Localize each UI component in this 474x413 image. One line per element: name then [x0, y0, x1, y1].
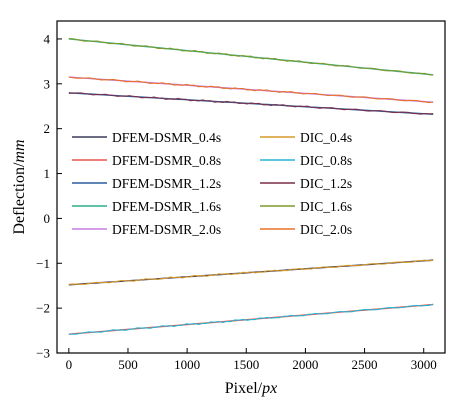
legend-item: DFEM-DSMR_2.0s — [72, 222, 221, 237]
x-tick-label: 1000 — [174, 357, 200, 372]
x-tick-label: 500 — [118, 357, 138, 372]
legend-label: DFEM-DSMR_0.4s — [112, 130, 221, 145]
y-axis-title: Deflection/mm — [11, 139, 28, 234]
series-line-DIC_0.4s — [68, 259, 434, 285]
x-axis-title-unit: px — [261, 380, 277, 397]
legend-item: DFEM-DSMR_1.6s — [72, 199, 221, 214]
y-tick-label: −2 — [36, 301, 50, 316]
legend-item: DFEM-DSMR_1.2s — [72, 176, 221, 191]
series-lines — [68, 38, 434, 335]
series-line-DIC_1.2s — [68, 92, 434, 115]
x-axis-title-prefix: Pixel/ — [225, 380, 263, 397]
legend-item: DIC_0.8s — [260, 153, 352, 168]
x-tick-label: 3000 — [411, 357, 437, 372]
y-tick-label: −3 — [36, 346, 50, 361]
y-tick-label: 4 — [44, 31, 51, 46]
y-tick-label: 2 — [44, 121, 51, 136]
y-tick-label: −1 — [36, 256, 50, 271]
legend-item: DIC_1.2s — [260, 176, 352, 191]
legend-label: DFEM-DSMR_1.2s — [112, 176, 221, 191]
legend-item: DIC_0.4s — [260, 130, 352, 145]
x-tick-label: 1500 — [233, 357, 259, 372]
series-line-DIC_0.8s — [68, 303, 434, 335]
legend-label: DIC_0.4s — [300, 130, 352, 145]
legend: DFEM-DSMR_0.4s DIC_0.4s DFEM-DSMR_0.8s DIC_… — [72, 130, 352, 237]
y-axis-title-prefix: Deflection/ — [11, 162, 28, 235]
legend-label: DIC_1.2s — [300, 176, 352, 191]
plot-frame — [56, 20, 446, 354]
legend-label: DIC_1.6s — [300, 199, 352, 214]
legend-label: DFEM-DSMR_2.0s — [112, 222, 221, 237]
y-axis-title-unit: mm — [11, 139, 28, 162]
legend-label: DFEM-DSMR_1.6s — [112, 199, 221, 214]
legend-label: DIC_2.0s — [300, 222, 352, 237]
y-tick-label: 3 — [44, 76, 51, 91]
legend-item: DIC_2.0s — [260, 222, 352, 237]
series-line-DIC_1.6s — [68, 38, 434, 76]
y-tick-label: 0 — [44, 211, 51, 226]
legend-label: DIC_0.8s — [300, 153, 352, 168]
legend-item: DIC_1.6s — [260, 199, 352, 214]
series-line-DIC_2.0s — [68, 76, 434, 104]
x-tick-label: 2500 — [352, 357, 378, 372]
y-tick-label: 1 — [44, 166, 51, 181]
axis-ticks: 0 500 1000 1500 2000 2500 3000 −3 −2 −1 0 1 2 3 4 — [36, 31, 437, 372]
legend-item: DFEM-DSMR_0.4s — [72, 130, 221, 145]
legend-item: DFEM-DSMR_0.8s — [72, 153, 221, 168]
x-axis-title: Pixel/px — [225, 380, 277, 397]
legend-label: DFEM-DSMR_0.8s — [112, 153, 221, 168]
x-tick-label: 2000 — [292, 357, 318, 372]
x-tick-label: 0 — [66, 357, 73, 372]
